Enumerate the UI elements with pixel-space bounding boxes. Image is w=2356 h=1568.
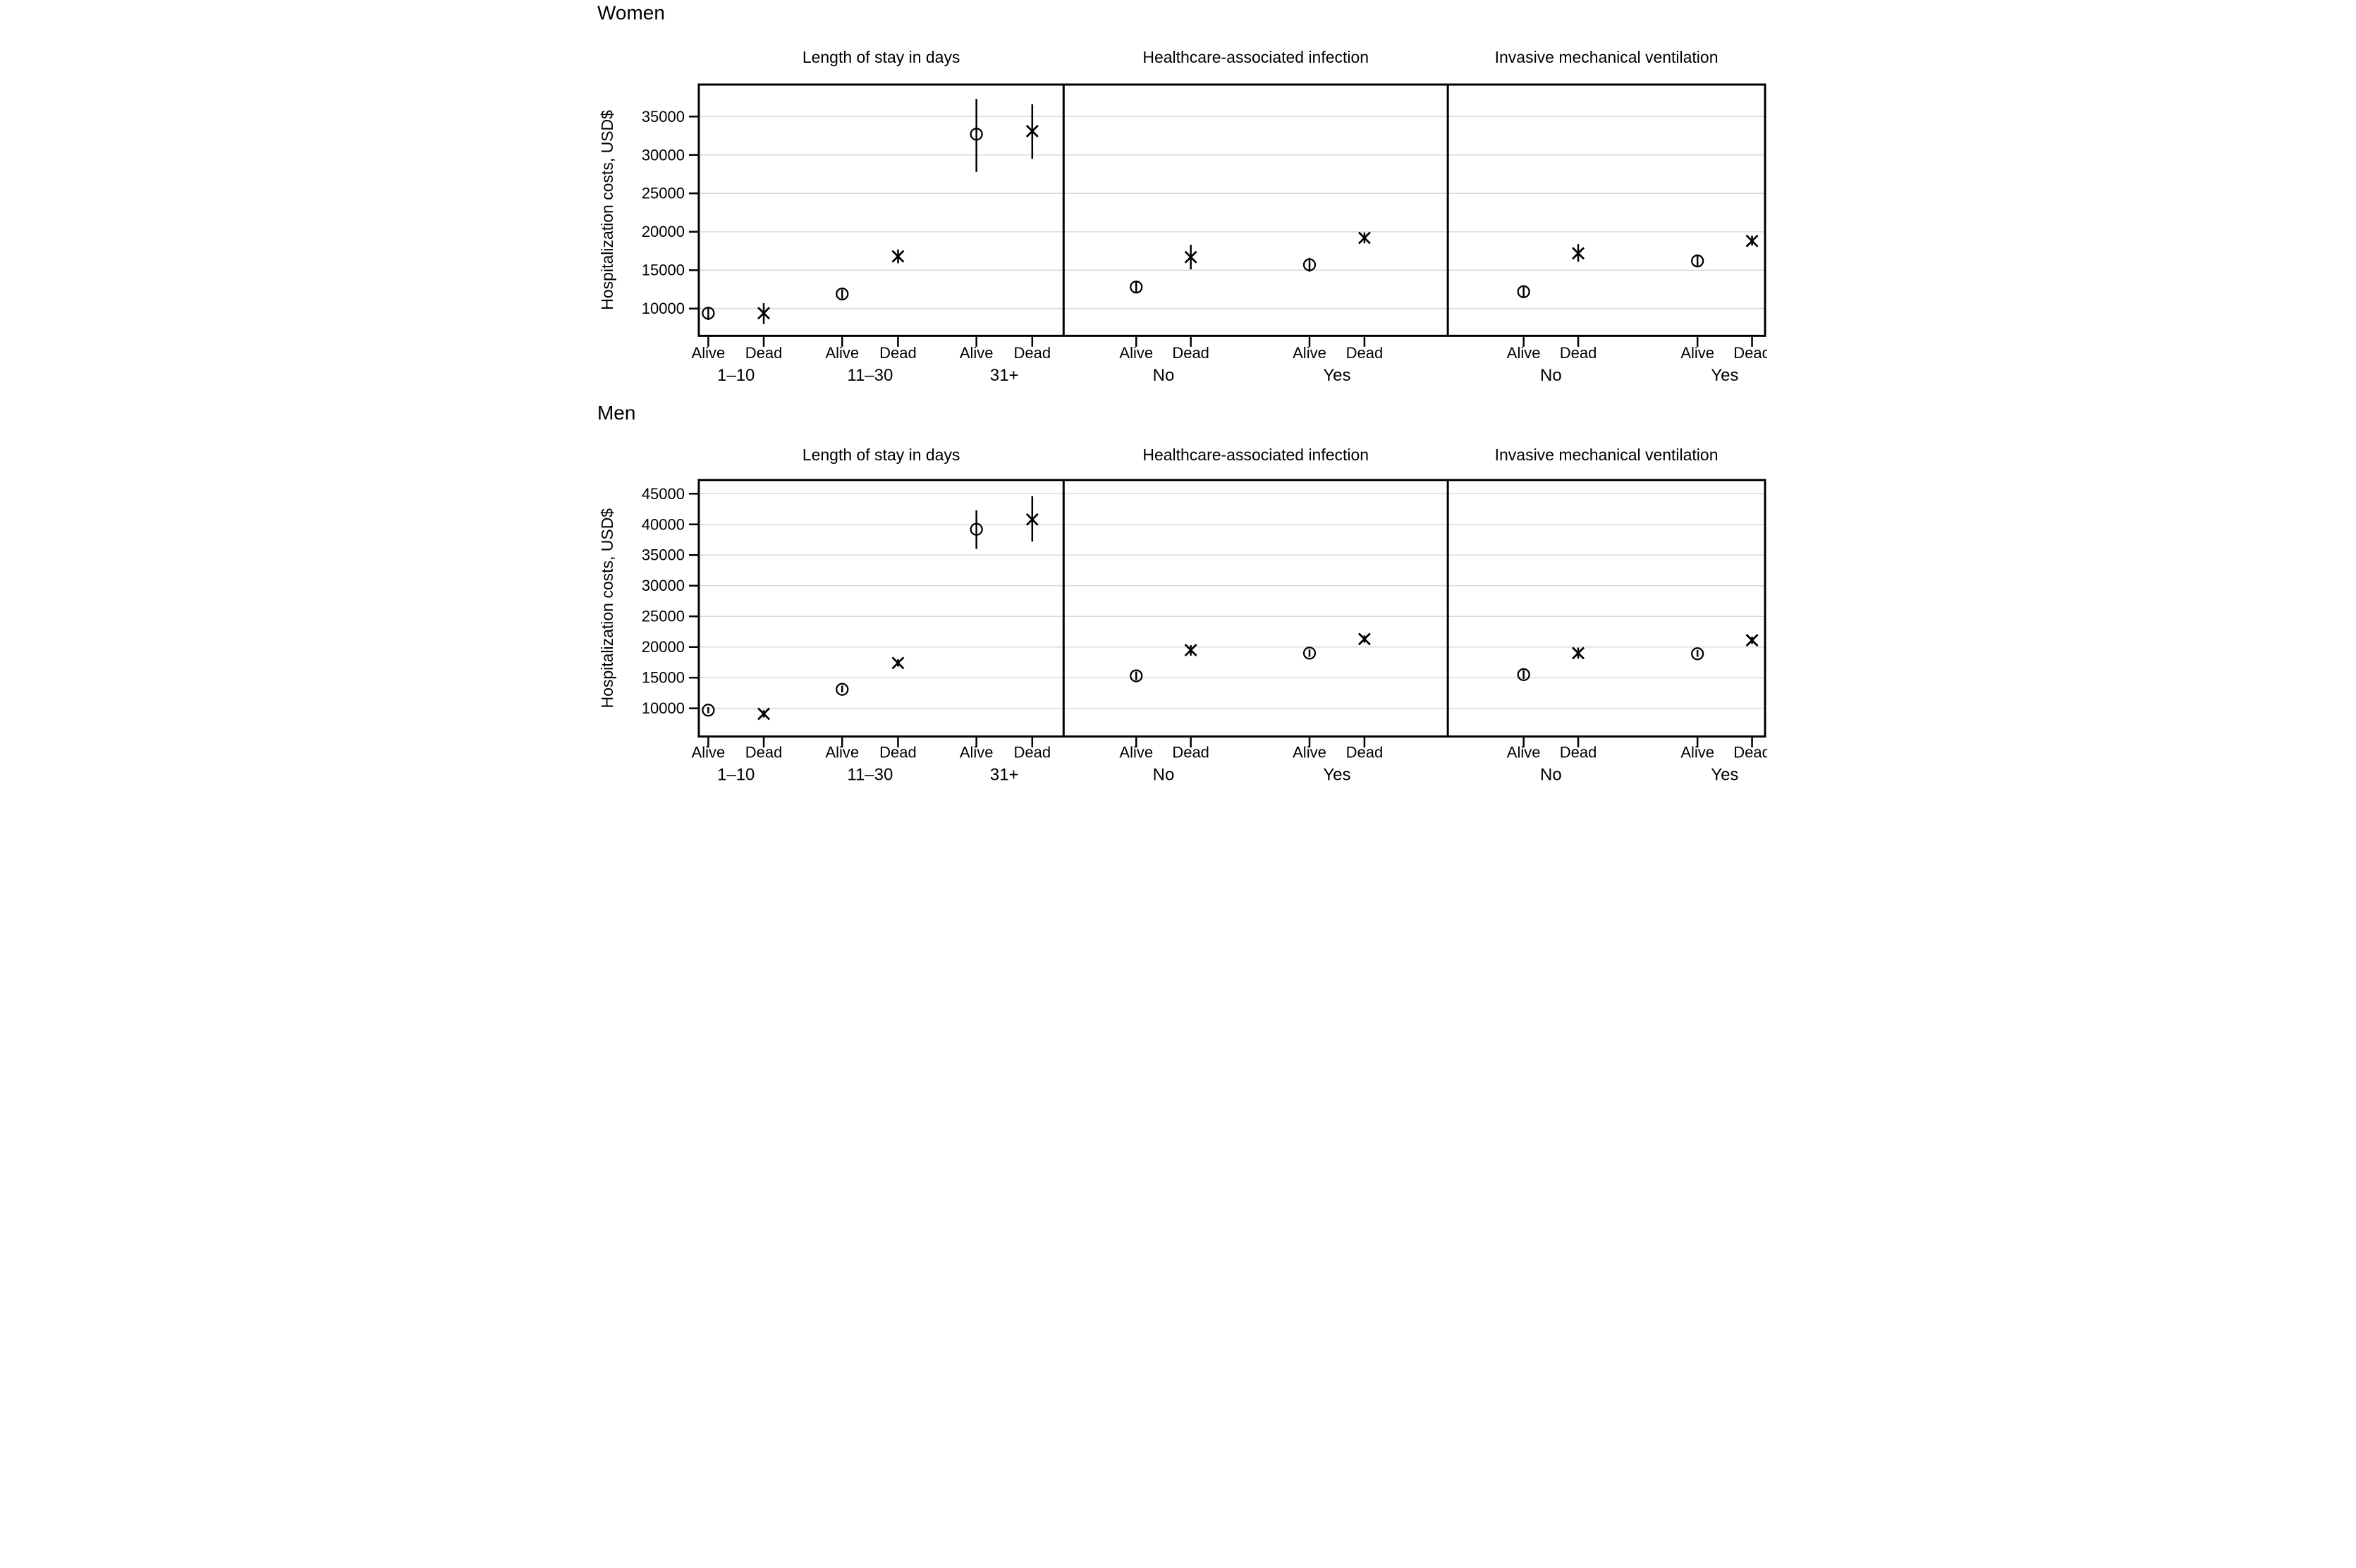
y-tick-label: 25000 xyxy=(641,608,684,625)
x-tick-label: Dead xyxy=(1559,344,1597,362)
x-tick-label: Dead xyxy=(1013,744,1051,761)
marker-circle-alive xyxy=(1517,668,1530,681)
x-tick-label: Alive xyxy=(959,744,993,761)
x-tick-label: Dead xyxy=(1345,744,1383,761)
x-tick-label: Alive xyxy=(1293,744,1326,761)
group-label: Yes xyxy=(1323,366,1350,385)
x-tick-label: Alive xyxy=(959,344,993,362)
x-tick-label: Dead xyxy=(1013,344,1051,362)
panel-title: Length of stay in days xyxy=(802,48,960,66)
y-tick-label: 40000 xyxy=(641,515,684,533)
x-tick-label: Alive xyxy=(825,744,859,761)
x-tick-label: Dead xyxy=(1172,344,1209,362)
y-axis-label: Hospitalization costs, USD$ xyxy=(597,110,616,310)
marker-x-dead xyxy=(1357,632,1371,646)
y-tick-label: 35000 xyxy=(641,108,684,125)
y-tick-label: 20000 xyxy=(641,223,684,240)
marker-circle-alive xyxy=(1129,281,1142,294)
marker-x-dead xyxy=(1184,250,1197,264)
marker-circle-alive xyxy=(835,287,848,301)
panel-title: Length of stay in days xyxy=(802,446,960,464)
marker-x-dead xyxy=(1571,247,1585,260)
panel-title: Healthcare-associated infection xyxy=(1142,446,1369,464)
group-label: No xyxy=(1540,366,1562,385)
y-tick-label: 45000 xyxy=(641,485,684,503)
x-tick-label: Dead xyxy=(1733,344,1767,362)
x-tick-label: Alive xyxy=(691,744,725,761)
marker-x-dead xyxy=(1025,125,1039,137)
group-label: Yes xyxy=(1323,766,1350,784)
marker-circle-alive xyxy=(970,522,983,536)
marker-x-dead xyxy=(757,307,770,320)
marker-x-dead xyxy=(1745,234,1759,247)
group-label: 11–30 xyxy=(847,766,893,784)
y-tick-label: 30000 xyxy=(641,577,684,594)
marker-circle-alive xyxy=(1302,258,1316,271)
panel-title: Invasive mechanical ventilation xyxy=(1494,446,1718,464)
x-tick-label: Alive xyxy=(1506,744,1540,761)
marker-x-dead xyxy=(1184,644,1197,657)
x-tick-label: Dead xyxy=(745,744,782,761)
y-axis-label: Hospitalization costs, USD$ xyxy=(597,508,616,709)
group-label: No xyxy=(1152,766,1174,784)
panel-title: Healthcare-associated infection xyxy=(1142,48,1369,66)
x-tick-label: Dead xyxy=(1172,744,1209,761)
y-tick-label: 25000 xyxy=(641,185,684,202)
x-tick-label: Dead xyxy=(1345,344,1383,362)
y-tick-label: 10000 xyxy=(641,699,684,717)
x-tick-label: Alive xyxy=(1506,344,1540,362)
row-title: Women xyxy=(597,1,665,23)
group-label: 1–10 xyxy=(717,766,755,784)
row-title: Men xyxy=(597,402,635,424)
marker-circle-alive xyxy=(1129,669,1142,682)
group-label: 31+ xyxy=(989,366,1018,385)
marker-circle-alive xyxy=(835,682,848,696)
group-label: No xyxy=(1152,366,1174,385)
y-tick-label: 15000 xyxy=(641,262,684,279)
x-tick-label: Alive xyxy=(1293,344,1326,362)
group-label: 1–10 xyxy=(717,366,755,385)
y-tick-label: 15000 xyxy=(641,669,684,687)
group-label: Yes xyxy=(1711,766,1738,784)
marker-circle-alive xyxy=(1517,285,1530,298)
cost-outcome-figure: Women 10000 15000 20000 25000 30000 35000 Hospi… xyxy=(589,0,1767,784)
marker-circle-alive xyxy=(701,307,715,320)
x-tick-label: Dead xyxy=(745,344,782,362)
chart-canvas: Women 10000 15000 20000 25000 30000 35000 Hospi… xyxy=(589,0,1767,784)
group-label: 31+ xyxy=(989,766,1018,784)
panel-border xyxy=(697,479,1766,738)
marker-x-dead xyxy=(1745,634,1759,647)
x-tick-label: Alive xyxy=(1119,744,1153,761)
marker-circle-alive xyxy=(1690,647,1704,661)
marker-x-dead xyxy=(1571,647,1585,660)
x-tick-label: Alive xyxy=(1680,344,1714,362)
marker-x-dead xyxy=(1025,513,1039,526)
x-tick-label: Dead xyxy=(879,744,917,761)
marker-x-dead xyxy=(891,656,904,670)
x-tick-label: Alive xyxy=(1680,744,1714,761)
x-tick-label: Dead xyxy=(879,344,917,362)
y-tick-label: 35000 xyxy=(641,546,684,564)
y-tick-label: 30000 xyxy=(641,146,684,164)
x-tick-label: Alive xyxy=(691,344,725,362)
marker-circle-alive xyxy=(1690,255,1704,268)
marker-circle-alive xyxy=(701,704,715,717)
marker-x-dead xyxy=(891,250,904,263)
group-label: No xyxy=(1540,766,1562,784)
marker-circle-alive xyxy=(970,128,983,141)
panel-title: Invasive mechanical ventilation xyxy=(1494,48,1718,66)
y-tick-label: 10000 xyxy=(641,300,684,317)
panel-border xyxy=(697,83,1766,337)
group-label: 11–30 xyxy=(847,366,893,385)
marker-x-dead xyxy=(1357,231,1371,245)
marker-x-dead xyxy=(757,707,770,721)
y-tick-label: 20000 xyxy=(641,638,684,656)
x-tick-label: Alive xyxy=(825,344,859,362)
x-tick-label: Alive xyxy=(1119,344,1153,362)
x-tick-label: Dead xyxy=(1559,744,1597,761)
group-label: Yes xyxy=(1711,366,1738,385)
x-tick-label: Dead xyxy=(1733,744,1767,761)
marker-circle-alive xyxy=(1302,647,1316,660)
